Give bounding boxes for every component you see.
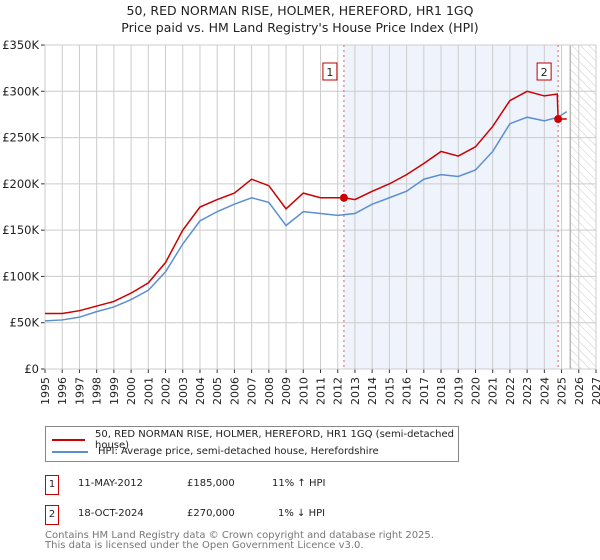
x-tick-label: 2016: [401, 377, 414, 405]
footer-line-2: This data is licensed under the Open Gov…: [45, 540, 364, 551]
x-tick-label: 2000: [125, 377, 138, 405]
x-tick-label: 2019: [452, 377, 465, 405]
x-tick-label: 2022: [504, 377, 517, 405]
x-tick-label: 2013: [349, 377, 362, 405]
x-tick-label: 2002: [160, 377, 173, 405]
x-tick-label: 2008: [263, 377, 276, 405]
hpi-line: [44, 111, 568, 322]
x-tick-label: 2007: [246, 377, 259, 405]
x-tick-label: 2009: [280, 377, 293, 405]
legend: 50, RED NORMAN RISE, HOLMER, HEREFORD, H…: [45, 426, 459, 462]
y-tick-label: £200K: [2, 177, 39, 191]
sale-period-shading: [343, 45, 559, 369]
x-tick-label: 2001: [142, 377, 155, 405]
marker-badge: 2: [45, 505, 59, 525]
sale-point: [339, 193, 348, 202]
y-tick-label: £0: [24, 362, 39, 376]
transaction-date: 18-OCT-2024: [78, 508, 144, 519]
x-tick-label: 2018: [435, 377, 448, 405]
y-tick-label: £50K: [10, 316, 40, 330]
price-chart: 1995 1996 1997 1998 1999 2000 2001 2002 2003 2004…: [2, 38, 600, 405]
sale-label: 1: [326, 66, 333, 79]
sale-label: 2: [541, 66, 548, 79]
x-tick-label: 2006: [228, 377, 241, 405]
legend-property: 50, RED NORMAN RISE, HOLMER, HEREFORD, H…: [94, 429, 454, 451]
x-tick-label: 2014: [366, 377, 379, 405]
transaction-row: 1 11-MAY-2012 £185,000 11% ↑ HPI: [45, 475, 445, 495]
transaction-hpi: 1% ↓ HPI: [278, 508, 326, 519]
sale-label-box: [322, 62, 338, 81]
x-tick-label: 2025: [556, 377, 569, 405]
chart-subtitle: Price paid vs. HM Land Registry's House …: [121, 20, 479, 35]
transaction-hpi: 11% ↑ HPI: [272, 478, 326, 489]
x-tick-label: 1996: [56, 377, 69, 405]
transaction-row: 2 18-OCT-2024 £270,000 1% ↓ HPI: [45, 505, 445, 525]
transaction-price: £270,000: [187, 508, 235, 519]
footer: Contains HM Land Registry data © Crown c…: [45, 531, 434, 551]
y-tick-label: £250K: [2, 131, 39, 145]
x-tick-label: 2017: [418, 377, 431, 405]
x-tick-label: 2011: [315, 377, 328, 405]
transaction-date: 11-MAY-2012: [78, 478, 144, 489]
y-tick-label: £150K: [2, 223, 39, 237]
x-tick-label: 2020: [469, 377, 482, 405]
legend-blue-line: [52, 450, 88, 453]
legend-red-line: [52, 439, 85, 441]
property-price-line: [45, 90, 567, 315]
x-tick-label: 2026: [573, 377, 586, 405]
plot-border: [44, 44, 597, 370]
sale-point: [554, 115, 563, 124]
x-tick-label: 2024: [538, 377, 551, 405]
y-tick-label: £350K: [2, 38, 39, 52]
x-tick-label: 2003: [177, 377, 190, 405]
y-tick-label: £100K: [2, 269, 39, 283]
marker-badge: 1: [45, 475, 59, 495]
x-tick-label: 1998: [91, 377, 104, 405]
x-tick-label: 2004: [194, 377, 207, 405]
footer-line-1: Contains HM Land Registry data © Crown c…: [45, 530, 434, 541]
x-tick-label: 2015: [383, 377, 396, 405]
chart-title: 50, RED NORMAN RISE, HOLMER, HEREFORD, H…: [126, 3, 474, 18]
y-tick-label: £300K: [2, 84, 39, 98]
forecast-hatch: [570, 45, 596, 369]
x-tick-label: 2027: [590, 377, 600, 405]
x-tick-label: 1997: [73, 377, 86, 405]
x-tick-label: 1995: [39, 377, 52, 405]
legend-hpi: HPI: Average price, semi-detached house,…: [98, 446, 379, 457]
x-tick-label: 1999: [108, 377, 121, 405]
x-tick-label: 2010: [297, 377, 310, 405]
x-tick-label: 2021: [487, 377, 500, 405]
sale-label-box: [536, 62, 552, 81]
x-tick-label: 2005: [211, 377, 224, 405]
x-tick-label: 2023: [521, 377, 534, 405]
x-tick-label: 2012: [332, 377, 345, 405]
transaction-price: £185,000: [187, 478, 235, 489]
